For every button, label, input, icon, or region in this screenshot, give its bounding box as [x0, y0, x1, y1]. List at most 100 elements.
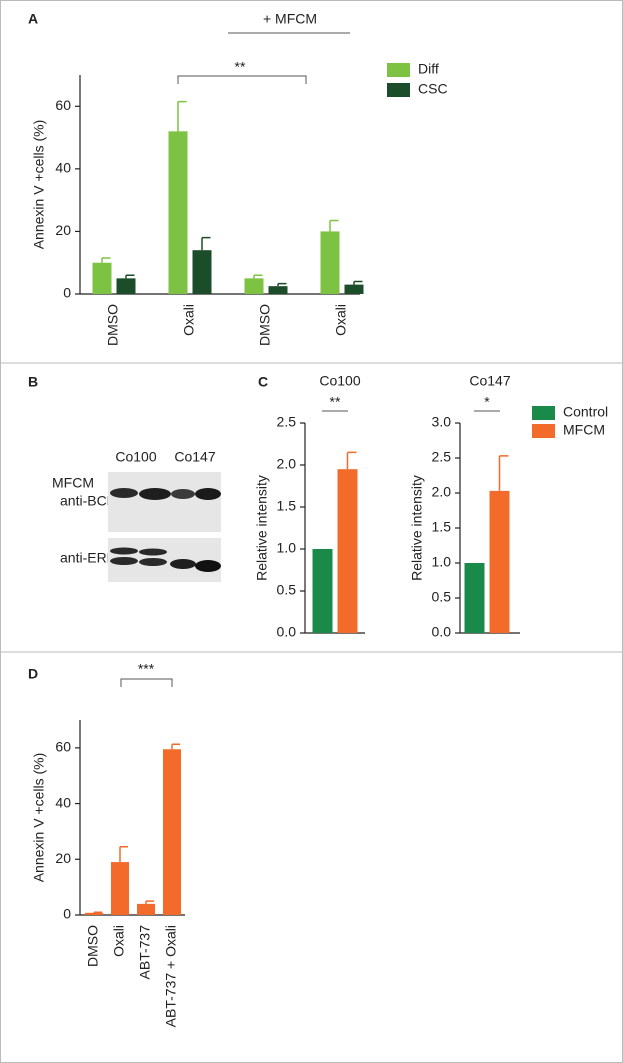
- legend-swatch: [532, 406, 555, 420]
- legend-label: Control: [563, 404, 608, 420]
- x-tick-label: Oxali: [333, 304, 349, 336]
- error-bar: [177, 100, 187, 132]
- x-tick-label: DMSO: [85, 925, 101, 967]
- error-bar: [353, 280, 363, 285]
- bar: [344, 284, 364, 294]
- bar: [85, 912, 103, 915]
- panel-label: B: [28, 374, 38, 390]
- band: [195, 488, 221, 500]
- error-bar: [101, 257, 111, 263]
- band: [139, 488, 171, 500]
- panel-label: A: [28, 11, 38, 27]
- band: [139, 558, 167, 566]
- bar: [464, 563, 485, 633]
- y-tick-label: 20: [55, 850, 71, 866]
- y-tick-label: 60: [55, 97, 71, 113]
- error-bar: [93, 911, 102, 913]
- legend-swatch: [532, 424, 555, 438]
- bar: [312, 549, 333, 633]
- y-axis-label: Relative intensity: [409, 475, 425, 581]
- panel-label: C: [258, 374, 268, 390]
- annotation: + MFCM: [263, 11, 317, 27]
- annotation: *: [484, 394, 490, 410]
- y-tick-label: 2.0: [432, 484, 452, 500]
- band: [171, 489, 195, 499]
- x-tick-label: ABT-737: [137, 925, 153, 980]
- x-tick-label: DMSO: [257, 304, 273, 346]
- y-axis-label: Annexin V +cells (%): [31, 120, 47, 250]
- y-tick-label: 2.5: [277, 414, 297, 430]
- bar: [489, 490, 510, 633]
- error-bar: [145, 900, 154, 904]
- x-tick-label: DMSO: [105, 304, 121, 346]
- y-axis-label: Relative intensity: [254, 475, 270, 581]
- band: [195, 560, 221, 572]
- band: [110, 547, 138, 555]
- chart-title: Co100: [319, 373, 360, 389]
- chart-title: Co147: [469, 373, 510, 389]
- bar: [137, 903, 155, 915]
- bar: [92, 262, 112, 294]
- error-bar: [346, 451, 357, 470]
- band: [170, 559, 196, 569]
- bar: [337, 469, 358, 633]
- x-tick-label: ABT-737 + Oxali: [163, 925, 179, 1027]
- legend-swatch: [387, 83, 410, 97]
- error-bar: [253, 274, 263, 279]
- panel-label: D: [28, 666, 38, 682]
- band: [110, 488, 138, 498]
- y-tick-label: 2.5: [432, 449, 452, 465]
- y-tick-label: 40: [55, 160, 71, 176]
- y-tick-label: 1.0: [277, 540, 297, 556]
- error-bar: [119, 846, 128, 863]
- y-tick-label: 0.5: [432, 589, 452, 605]
- annotation: **: [330, 394, 341, 410]
- y-tick-label: 40: [55, 794, 71, 810]
- error-bar: [171, 743, 180, 750]
- y-tick-label: 0.0: [432, 624, 452, 640]
- x-tick-label: Oxali: [181, 304, 197, 336]
- legend-label: MFCM: [563, 422, 605, 438]
- bar: [320, 231, 340, 294]
- y-tick-label: 20: [55, 222, 71, 238]
- error-bar: [201, 236, 211, 251]
- y-tick-label: 0.5: [277, 582, 297, 598]
- bar: [192, 250, 212, 294]
- y-tick-label: 0.0: [277, 624, 297, 640]
- error-bar: [498, 455, 509, 491]
- bar: [111, 862, 129, 915]
- bar: [244, 278, 264, 294]
- y-tick-label: 3.0: [432, 414, 452, 430]
- bar: [116, 278, 136, 294]
- bar: [168, 131, 188, 294]
- y-axis-label: Annexin V +cells (%): [31, 753, 47, 883]
- legend-swatch: [387, 63, 410, 77]
- y-tick-label: 0: [63, 906, 71, 922]
- significance-bracket: [177, 75, 307, 84]
- error-bar: [277, 282, 287, 287]
- error-bar: [125, 274, 135, 279]
- y-tick-label: 60: [55, 739, 71, 755]
- band: [139, 548, 167, 556]
- cell-line-label: Co147: [174, 449, 215, 465]
- western-blot: Co100 Co147 MFCM - + - + anti-BCLXL anti…: [52, 449, 221, 582]
- x-tick-label: Oxali: [111, 925, 127, 957]
- bar: [163, 749, 181, 915]
- annotation: ***: [138, 661, 155, 677]
- treatment-label: MFCM: [52, 475, 94, 491]
- annotation: **: [235, 59, 246, 75]
- legend-label: CSC: [418, 81, 448, 97]
- bar: [268, 286, 288, 294]
- error-bar: [329, 219, 339, 232]
- y-tick-label: 2.0: [277, 456, 297, 472]
- legend-label: Diff: [418, 61, 439, 77]
- y-tick-label: 1.0: [432, 554, 452, 570]
- cell-line-label: Co100: [115, 449, 156, 465]
- y-tick-label: 1.5: [432, 519, 452, 535]
- band: [110, 557, 138, 565]
- blot-membrane: [108, 472, 221, 532]
- significance-bracket: [120, 678, 173, 687]
- y-tick-label: 0: [63, 285, 71, 301]
